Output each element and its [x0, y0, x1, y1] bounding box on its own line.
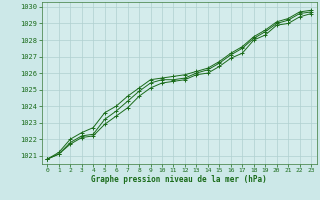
X-axis label: Graphe pression niveau de la mer (hPa): Graphe pression niveau de la mer (hPa): [91, 175, 267, 184]
